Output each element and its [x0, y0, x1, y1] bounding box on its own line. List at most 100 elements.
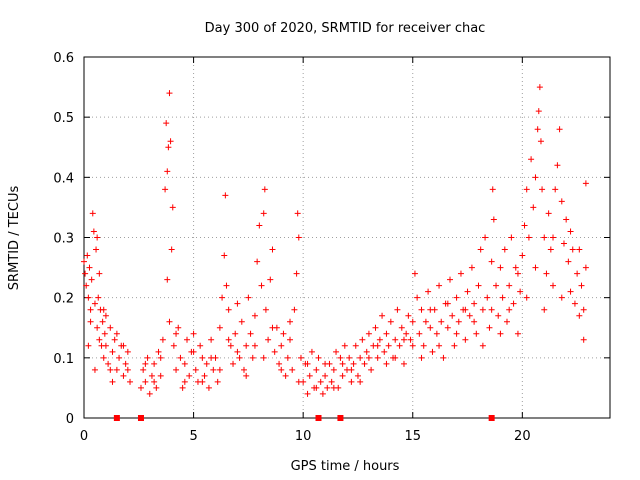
- data-point: [433, 330, 440, 337]
- data-point: [462, 306, 469, 313]
- data-point: [208, 354, 215, 361]
- data-point: [157, 354, 164, 361]
- data-point: [451, 342, 458, 349]
- data-point: [175, 324, 182, 331]
- data-point: [164, 168, 171, 175]
- data-point: [477, 246, 484, 253]
- data-point: [146, 390, 153, 397]
- data-point: [582, 180, 589, 187]
- data-point: [197, 342, 204, 349]
- data-point: [503, 318, 510, 325]
- data-point: [225, 306, 232, 313]
- data-point: [436, 282, 443, 289]
- data-point: [199, 378, 206, 385]
- data-point: [440, 354, 447, 361]
- data-point: [333, 348, 340, 355]
- data-point: [236, 354, 243, 361]
- data-point: [148, 372, 155, 379]
- data-point: [164, 276, 171, 283]
- data-point: [523, 186, 530, 193]
- data-point: [532, 264, 539, 271]
- data-point: [447, 276, 454, 283]
- data-point: [216, 324, 223, 331]
- data-point: [508, 234, 515, 241]
- data-point: [565, 258, 572, 265]
- data-point: [497, 264, 504, 271]
- data-point: [519, 252, 526, 259]
- data-point: [159, 336, 166, 343]
- data-point: [346, 354, 353, 361]
- data-point: [219, 294, 226, 301]
- x-tick-label: 5: [189, 429, 197, 444]
- data-point: [81, 258, 87, 265]
- data-point: [436, 342, 443, 349]
- data-point: [284, 354, 291, 361]
- data-point: [93, 246, 100, 253]
- data-point: [166, 318, 173, 325]
- data-point: [357, 354, 364, 361]
- y-tick-label: 0.3: [53, 232, 74, 247]
- data-point: [184, 336, 191, 343]
- data-point: [383, 360, 390, 367]
- data-point: [368, 366, 375, 373]
- data-point: [113, 366, 120, 373]
- data-point: [89, 210, 96, 217]
- data-point: [580, 306, 587, 313]
- data-point: [409, 318, 416, 325]
- x-axis-marker: [488, 415, 495, 421]
- data-point: [365, 330, 372, 337]
- data-point: [506, 282, 513, 289]
- data-point: [497, 330, 504, 337]
- data-point: [107, 366, 114, 373]
- data-point: [86, 264, 93, 271]
- data-point: [163, 120, 170, 127]
- data-point: [322, 360, 329, 367]
- data-point: [91, 366, 98, 373]
- data-point: [525, 234, 532, 241]
- data-point: [124, 366, 131, 373]
- data-point: [155, 348, 162, 355]
- data-point: [453, 330, 460, 337]
- data-point: [99, 318, 106, 325]
- y-tick-label: 0: [66, 412, 74, 427]
- data-point: [537, 138, 544, 145]
- data-point: [251, 312, 258, 319]
- x-tick-label: 15: [404, 429, 421, 444]
- data-point: [137, 384, 144, 391]
- data-point: [422, 318, 429, 325]
- data-point: [348, 378, 355, 385]
- data-point: [230, 360, 237, 367]
- data-point: [453, 294, 460, 301]
- data-point: [234, 348, 241, 355]
- data-point: [319, 390, 326, 397]
- data-point: [271, 348, 278, 355]
- data-point: [495, 312, 502, 319]
- data-point: [328, 378, 335, 385]
- data-point: [416, 330, 423, 337]
- data-point: [304, 360, 311, 367]
- y-tick-label: 0.1: [53, 352, 74, 367]
- data-point: [383, 330, 390, 337]
- data-point: [359, 336, 366, 343]
- data-point: [414, 294, 421, 301]
- x-axis-label: GPS time / hours: [291, 459, 400, 474]
- data-point: [438, 318, 445, 325]
- data-point: [514, 330, 521, 337]
- data-point: [523, 294, 530, 301]
- data-point: [267, 276, 274, 283]
- data-point: [543, 270, 550, 277]
- data-point: [223, 282, 230, 289]
- data-point: [457, 270, 464, 277]
- data-point: [394, 306, 401, 313]
- data-point: [90, 228, 97, 235]
- data-point: [289, 366, 296, 373]
- x-axis-marker: [113, 415, 120, 421]
- data-point: [199, 354, 206, 361]
- data-point: [245, 294, 252, 301]
- data-point: [295, 234, 302, 241]
- data-point: [269, 246, 276, 253]
- data-point: [216, 366, 223, 373]
- data-point: [466, 312, 473, 319]
- data-point: [243, 372, 250, 379]
- data-point: [181, 378, 188, 385]
